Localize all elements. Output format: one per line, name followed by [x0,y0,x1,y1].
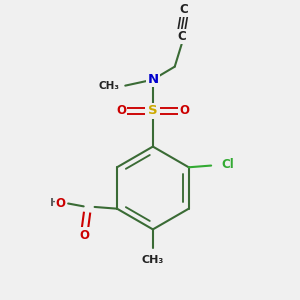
Text: O: O [80,229,90,242]
Text: CH₃: CH₃ [142,255,164,265]
Text: C: C [179,3,188,16]
Text: H: H [50,198,59,208]
Text: Cl: Cl [221,158,234,172]
Text: O: O [56,197,66,210]
Text: S: S [148,104,158,117]
Text: N: N [147,73,158,86]
Text: O: O [116,104,126,117]
Text: O: O [179,104,190,117]
Text: C: C [177,30,186,43]
Text: CH₃: CH₃ [98,81,119,91]
